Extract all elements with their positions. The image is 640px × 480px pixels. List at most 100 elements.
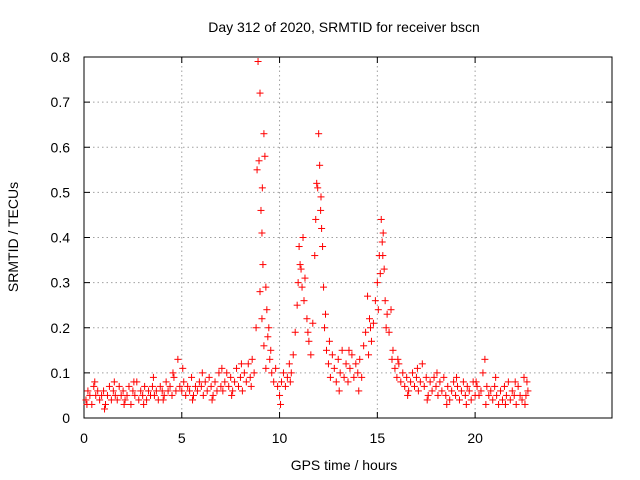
- data-point: [304, 329, 311, 336]
- data-point: [227, 374, 234, 381]
- data-point: [501, 383, 508, 390]
- data-point: [399, 369, 406, 376]
- data-point: [384, 311, 391, 318]
- data-point: [249, 356, 256, 363]
- data-point: [116, 383, 123, 390]
- data-point: [391, 365, 398, 372]
- data-point: [202, 378, 209, 385]
- data-point: [326, 338, 333, 345]
- data-point: [254, 166, 261, 173]
- data-point: [382, 297, 389, 304]
- data-point: [503, 392, 510, 399]
- data-point: [372, 297, 379, 304]
- data-point: [414, 365, 421, 372]
- data-point: [309, 320, 316, 327]
- data-point: [405, 387, 412, 394]
- data-point: [483, 383, 490, 390]
- data-point: [111, 378, 118, 385]
- data-point: [318, 193, 325, 200]
- data-point: [303, 315, 310, 322]
- data-point: [228, 392, 235, 399]
- x-tick-label: 10: [272, 430, 288, 446]
- y-tick-label: 0.3: [51, 275, 71, 291]
- data-point: [272, 365, 279, 372]
- data-point: [149, 383, 156, 390]
- scatter-chart: Day 312 of 2020, SRMTID for receiver bsc…: [0, 0, 640, 480]
- data-point: [368, 338, 375, 345]
- data-point: [90, 383, 97, 390]
- data-point: [497, 387, 504, 394]
- data-point: [419, 360, 426, 367]
- data-point: [276, 392, 283, 399]
- data-point: [319, 243, 326, 250]
- data-point: [448, 387, 455, 394]
- data-point: [268, 369, 275, 376]
- data-point: [381, 266, 388, 273]
- data-point: [438, 387, 445, 394]
- data-point: [379, 239, 386, 246]
- data-point: [180, 378, 187, 385]
- data-point: [257, 90, 264, 97]
- data-point: [314, 184, 321, 191]
- x-tick-label: 5: [178, 430, 186, 446]
- data-point: [102, 401, 109, 408]
- data-point: [237, 374, 244, 381]
- data-point: [316, 162, 323, 169]
- data-point: [305, 338, 312, 345]
- data-point: [135, 396, 142, 403]
- data-point: [262, 365, 269, 372]
- data-point: [394, 356, 401, 363]
- data-point: [300, 234, 307, 241]
- x-tick-label: 15: [370, 430, 386, 446]
- data-point: [355, 387, 362, 394]
- data-point: [258, 229, 265, 236]
- data-point: [329, 351, 336, 358]
- data-point: [247, 374, 254, 381]
- data-point: [354, 369, 361, 376]
- data-point: [288, 369, 295, 376]
- y-tick-label: 0.1: [51, 365, 71, 381]
- data-point: [277, 401, 284, 408]
- data-point: [436, 378, 443, 385]
- data-point: [507, 396, 514, 403]
- data-point: [491, 383, 498, 390]
- data-point: [286, 360, 293, 367]
- data-point: [421, 383, 428, 390]
- data-point: [225, 383, 232, 390]
- data-point: [460, 378, 467, 385]
- data-point: [393, 374, 400, 381]
- data-point: [212, 378, 219, 385]
- data-point: [479, 369, 486, 376]
- data-point: [444, 383, 451, 390]
- data-point: [206, 374, 213, 381]
- data-point: [179, 365, 186, 372]
- data-point: [312, 216, 319, 223]
- data-point: [278, 378, 285, 385]
- data-point: [267, 347, 274, 354]
- data-point: [360, 342, 367, 349]
- x-tick-labels: 0 5 10 15 20: [80, 430, 483, 446]
- data-point: [292, 329, 299, 336]
- data-point: [442, 392, 449, 399]
- data-point: [375, 306, 382, 313]
- data-point: [377, 270, 384, 277]
- y-axis-label: SRMTID / TECUs: [5, 182, 21, 292]
- data-point: [204, 387, 211, 394]
- data-point: [468, 396, 475, 403]
- y-tick-label: 0: [62, 410, 70, 426]
- data-point: [424, 396, 431, 403]
- data-point: [493, 392, 500, 399]
- data-point: [425, 392, 432, 399]
- data-point: [374, 279, 381, 286]
- data-point: [270, 378, 277, 385]
- data-point: [452, 392, 459, 399]
- data-point: [298, 266, 305, 273]
- data-point: [336, 387, 343, 394]
- data-point: [261, 153, 268, 160]
- data-point: [397, 378, 404, 385]
- y-tick-label: 0.6: [51, 139, 71, 155]
- data-point: [231, 378, 238, 385]
- data-point: [106, 383, 113, 390]
- data-point: [337, 369, 344, 376]
- data-point: [380, 229, 387, 236]
